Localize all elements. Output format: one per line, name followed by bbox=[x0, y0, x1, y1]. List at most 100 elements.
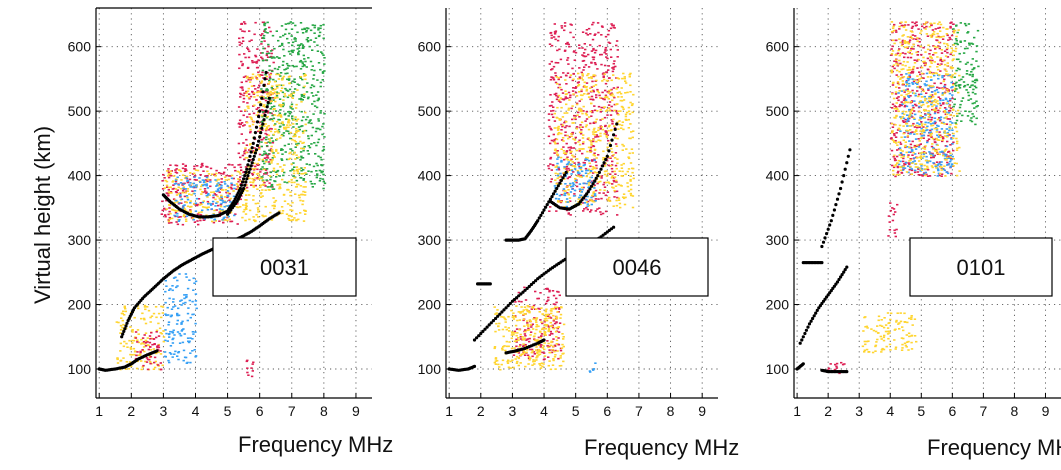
echo-dot bbox=[130, 365, 133, 367]
echo-dot bbox=[276, 130, 279, 132]
echo-dot bbox=[292, 91, 296, 93]
echo-dot bbox=[265, 168, 269, 170]
echo-dot bbox=[631, 103, 634, 105]
echo-dot bbox=[606, 114, 609, 116]
echo-dot bbox=[931, 29, 935, 31]
echo-dot bbox=[924, 97, 927, 100]
echo-dot bbox=[532, 304, 536, 307]
echo-dot bbox=[207, 206, 210, 208]
echo-dot bbox=[165, 285, 168, 287]
x-tick-label: 1 bbox=[445, 403, 453, 419]
echo-dot bbox=[302, 179, 305, 181]
echo-dot bbox=[268, 26, 271, 29]
echo-dot bbox=[252, 361, 255, 364]
echo-dot bbox=[532, 360, 535, 363]
echo-dot bbox=[262, 59, 265, 62]
echo-dot bbox=[264, 153, 267, 156]
echo-dot bbox=[605, 56, 608, 58]
echo-dot bbox=[893, 60, 896, 62]
echo-dot bbox=[577, 141, 580, 143]
echo-dot bbox=[943, 91, 947, 94]
echo-dot bbox=[246, 75, 249, 78]
echo-dot bbox=[288, 94, 291, 97]
echo-dot bbox=[296, 83, 299, 86]
echo-dot bbox=[244, 166, 248, 168]
echo-dot bbox=[614, 65, 617, 68]
y-tick-label: 500 bbox=[418, 103, 442, 119]
echo-dot bbox=[913, 157, 916, 159]
echo-dot bbox=[589, 176, 592, 179]
echo-dot bbox=[588, 162, 591, 165]
trace-point bbox=[475, 336, 479, 340]
echo-dot bbox=[248, 50, 251, 53]
echo-dot bbox=[143, 306, 147, 308]
echo-dot bbox=[244, 204, 247, 206]
echo-dot bbox=[577, 198, 580, 200]
echo-dot bbox=[257, 73, 260, 76]
echo-dot bbox=[292, 175, 295, 177]
echo-dot bbox=[293, 170, 296, 172]
echo-dot bbox=[550, 104, 553, 107]
echo-dot bbox=[938, 26, 942, 29]
echo-dot bbox=[262, 77, 265, 79]
echo-dot bbox=[233, 214, 236, 217]
echo-dot bbox=[602, 98, 605, 100]
echo-dot bbox=[585, 182, 588, 185]
echo-dot bbox=[270, 118, 274, 121]
echo-dot bbox=[301, 61, 304, 63]
echo-dot bbox=[552, 345, 555, 348]
echo-dot bbox=[278, 210, 281, 212]
echo-dot bbox=[917, 174, 920, 176]
echo-dot bbox=[554, 172, 557, 175]
echo-dot bbox=[313, 100, 316, 103]
echo-dot bbox=[223, 216, 226, 219]
trace-point bbox=[123, 327, 127, 331]
echo-dot bbox=[590, 181, 594, 184]
echo-dot bbox=[221, 189, 225, 191]
echo-dot bbox=[949, 144, 952, 146]
echo-dot bbox=[192, 218, 195, 221]
echo-dot bbox=[287, 76, 291, 78]
echo-dot bbox=[307, 135, 310, 137]
echo-dot bbox=[319, 128, 322, 131]
echo-dot bbox=[599, 189, 602, 191]
echo-dot bbox=[560, 161, 563, 163]
echo-dot bbox=[613, 170, 616, 173]
echo-dot bbox=[593, 127, 596, 130]
echo-dot bbox=[274, 128, 277, 130]
echo-dot bbox=[278, 84, 281, 86]
echo-dot bbox=[601, 73, 605, 75]
echo-dot bbox=[211, 220, 214, 223]
echo-dot bbox=[182, 187, 185, 190]
echo-dot bbox=[507, 327, 510, 329]
echo-dot bbox=[140, 368, 143, 371]
echo-dot bbox=[235, 183, 239, 185]
echo-dot bbox=[182, 183, 185, 186]
echo-dot bbox=[924, 171, 927, 174]
echo-dot bbox=[291, 168, 294, 171]
echo-dot bbox=[145, 361, 149, 363]
echo-dot bbox=[236, 170, 239, 173]
echo-dot bbox=[900, 165, 904, 168]
echo-dot bbox=[912, 43, 915, 46]
echo-dot bbox=[631, 171, 634, 174]
echo-dot bbox=[601, 91, 604, 94]
echo-dot bbox=[323, 113, 326, 115]
echo-dot bbox=[180, 304, 183, 306]
echo-dot bbox=[585, 175, 588, 178]
echo-dot bbox=[924, 114, 927, 116]
echo-dot bbox=[130, 354, 133, 356]
echo-dot bbox=[168, 216, 171, 219]
echo-dot bbox=[611, 70, 615, 73]
echo-dot bbox=[561, 98, 564, 100]
echo-dot bbox=[550, 60, 553, 63]
echo-dot bbox=[262, 98, 265, 100]
echo-dot bbox=[303, 64, 306, 66]
echo-dot bbox=[183, 195, 187, 198]
echo-dot bbox=[242, 101, 245, 103]
echo-dot bbox=[603, 64, 607, 67]
echo-dot bbox=[271, 204, 274, 207]
echo-dot bbox=[291, 115, 294, 117]
echo-dot bbox=[521, 336, 524, 338]
echo-dot bbox=[901, 82, 905, 85]
